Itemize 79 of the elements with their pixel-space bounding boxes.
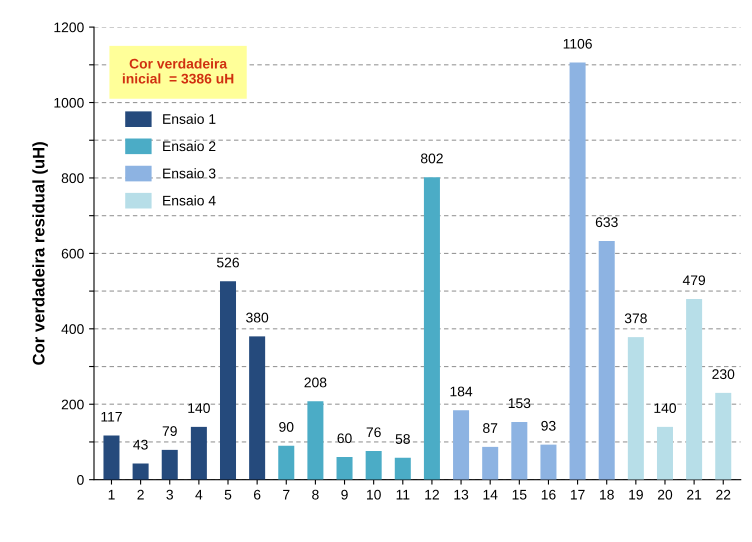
y-tick-label: 800 xyxy=(62,173,84,184)
legend-label: Ensaio 1 xyxy=(163,114,216,124)
data-label: 184 xyxy=(450,386,472,396)
data-label: 230 xyxy=(712,369,734,380)
bar xyxy=(511,422,528,480)
data-label: 633 xyxy=(596,217,618,228)
x-tick-label: 17 xyxy=(570,490,585,500)
legend-label: Ensaio 4 xyxy=(163,195,216,206)
x-tick-label: 15 xyxy=(512,490,526,500)
bar xyxy=(628,337,644,480)
bar xyxy=(190,426,207,480)
data-label: 76 xyxy=(366,427,381,438)
data-label: 79 xyxy=(162,426,177,436)
bar xyxy=(482,446,498,480)
x-tick-label: 22 xyxy=(716,490,730,500)
x-tick-label: 1 xyxy=(108,490,115,500)
y-axis-title: Cor verdadeira residual (uH) xyxy=(32,142,48,365)
bar xyxy=(686,299,702,480)
x-tick-label: 21 xyxy=(687,490,702,500)
data-label: 526 xyxy=(216,258,239,268)
x-tick-label: 9 xyxy=(341,490,348,500)
legend-label: Ensaio 3 xyxy=(163,168,216,178)
x-tick-label: 14 xyxy=(484,490,498,500)
bar xyxy=(598,240,615,480)
x-tick-label: 12 xyxy=(425,490,439,500)
data-label: 1106 xyxy=(564,38,592,49)
x-tick-label: 10 xyxy=(367,490,381,500)
y-tick-label: 1000 xyxy=(54,98,84,108)
bar xyxy=(394,458,411,480)
y-tick-label: 400 xyxy=(61,324,84,334)
data-label: 208 xyxy=(304,378,326,388)
legend-label: Ensaio 2 xyxy=(163,140,216,152)
data-label: 380 xyxy=(246,312,268,322)
y-tick-label: 200 xyxy=(62,400,84,410)
x-tick-label: 4 xyxy=(195,490,202,500)
x-tick-label: 5 xyxy=(224,490,232,500)
bar xyxy=(540,444,556,480)
bar xyxy=(366,451,382,480)
x-tick-label: 2 xyxy=(137,490,144,500)
bar xyxy=(453,410,470,480)
bar xyxy=(570,62,586,480)
y-tick-label: 600 xyxy=(62,248,84,259)
bar xyxy=(103,436,120,480)
data-label: 87 xyxy=(483,423,498,433)
data-label: 58 xyxy=(396,434,410,444)
data-label: 43 xyxy=(133,440,148,450)
data-label: 802 xyxy=(420,154,443,164)
data-label: 117 xyxy=(101,412,122,422)
x-tick-label: 18 xyxy=(600,490,614,500)
x-tick-label: 6 xyxy=(254,490,260,500)
bar xyxy=(715,392,732,480)
annotation: Cor verdadeira inicial = 3386 uH xyxy=(122,58,234,84)
bar xyxy=(307,401,324,480)
x-tick-label: 3 xyxy=(166,490,173,500)
data-label: 378 xyxy=(624,313,647,324)
bar xyxy=(220,281,236,480)
bar xyxy=(249,336,266,480)
data-label: 90 xyxy=(279,422,294,432)
data-label: 479 xyxy=(682,275,706,286)
x-tick-label: 19 xyxy=(629,490,643,500)
data-label: 93 xyxy=(541,420,556,431)
y-tick-label: 0 xyxy=(77,475,84,485)
bar xyxy=(336,457,353,480)
x-tick-label: 11 xyxy=(396,490,410,500)
x-tick-label: 16 xyxy=(542,490,556,500)
bar xyxy=(278,446,294,480)
data-label: 153 xyxy=(508,398,530,408)
y-tick-label: 1200 xyxy=(54,22,84,32)
data-label: 140 xyxy=(188,403,210,414)
data-label: 140 xyxy=(654,403,676,414)
bar xyxy=(132,463,149,480)
x-tick-label: 8 xyxy=(312,490,319,500)
x-tick-label: 13 xyxy=(454,490,468,500)
x-tick-label: 20 xyxy=(658,490,672,500)
x-tick-label: 7 xyxy=(283,490,290,500)
data-label: 60 xyxy=(338,433,352,444)
bar xyxy=(162,450,178,480)
bar xyxy=(424,177,440,480)
bar xyxy=(656,426,673,480)
